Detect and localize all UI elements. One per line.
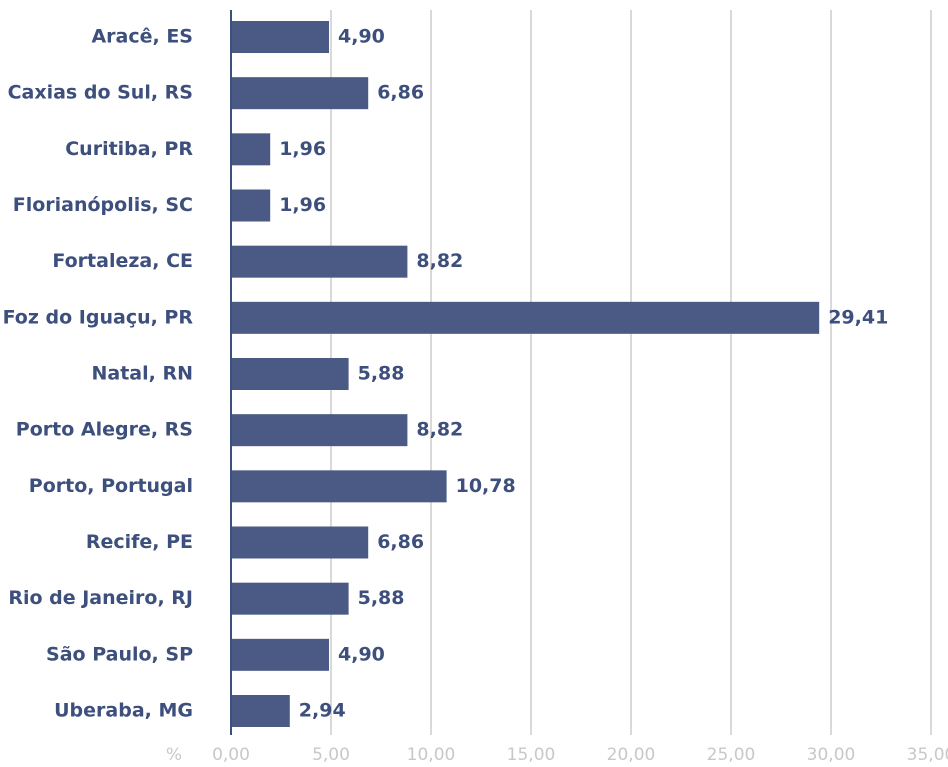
x-tick-label: 10,00 xyxy=(407,745,456,765)
data-label: 2,94 xyxy=(299,700,346,722)
data-label: 6,86 xyxy=(377,82,424,104)
x-tick-label: 25,00 xyxy=(707,745,756,765)
bar xyxy=(231,77,369,110)
y-tick-label: Rio de Janeiro, RJ xyxy=(8,587,193,609)
y-tick-label: Caxias do Sul, RS xyxy=(8,82,193,104)
bar xyxy=(231,245,408,278)
data-label: 4,90 xyxy=(338,26,385,48)
bar xyxy=(231,695,290,727)
bar xyxy=(231,582,349,615)
y-tick-label: Porto Alegre, RS xyxy=(16,419,193,441)
y-tick-label: Florianópolis, SC xyxy=(13,194,193,216)
bar xyxy=(231,414,408,447)
bar xyxy=(231,358,349,390)
data-label: 8,82 xyxy=(416,250,463,272)
data-label: 1,96 xyxy=(279,138,326,160)
y-tick-label: Porto, Portugal xyxy=(29,475,193,497)
data-label: 29,41 xyxy=(828,306,888,328)
data-label: 10,78 xyxy=(456,475,516,497)
data-label: 4,90 xyxy=(338,643,385,665)
x-tick-label: 5,00 xyxy=(312,745,350,765)
data-label: 8,82 xyxy=(416,419,463,441)
x-tick-label: 30,00 xyxy=(807,745,856,765)
y-tick-label: São Paulo, SP xyxy=(46,643,193,665)
y-tick-label: Curitiba, PR xyxy=(65,138,193,160)
x-tick-label: 35,00 xyxy=(907,745,948,765)
bar xyxy=(231,301,820,334)
y-tick-label: Fortaleza, CE xyxy=(52,250,193,272)
bar xyxy=(231,470,447,503)
data-label: 5,88 xyxy=(358,363,405,385)
x-tick-label: 20,00 xyxy=(607,745,656,765)
x-axis-label: % xyxy=(166,745,182,765)
bar xyxy=(231,189,271,222)
bar xyxy=(231,21,329,53)
y-tick-label: Natal, RN xyxy=(91,363,193,385)
y-tick-label: Uberaba, MG xyxy=(54,700,193,722)
bar xyxy=(231,526,369,559)
y-tick-label: Recife, PE xyxy=(86,531,193,553)
x-tick-label: 15,00 xyxy=(507,745,556,765)
bar xyxy=(231,638,329,671)
bar xyxy=(231,133,271,166)
data-label: 1,96 xyxy=(279,194,326,216)
data-label: 6,86 xyxy=(377,531,424,553)
y-tick-label: Foz do Iguaçu, PR xyxy=(3,306,194,328)
x-tick-label: 0,00 xyxy=(212,745,250,765)
y-tick-label: Aracê, ES xyxy=(91,26,193,48)
data-label: 5,88 xyxy=(358,587,405,609)
